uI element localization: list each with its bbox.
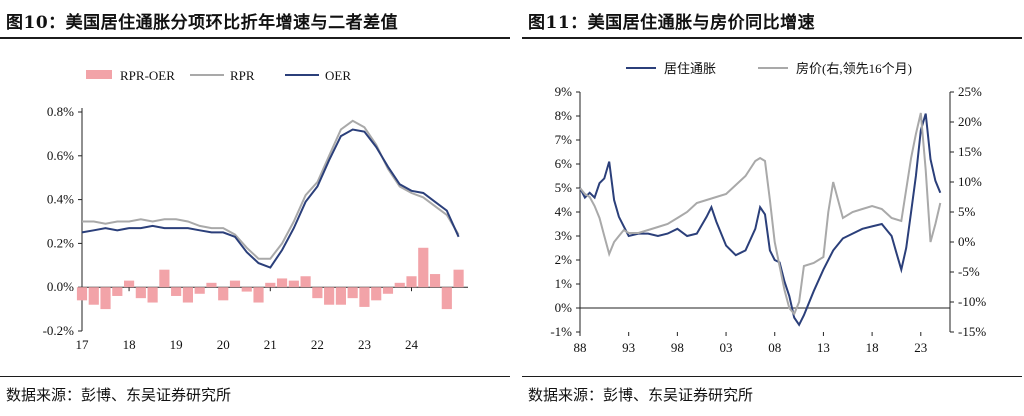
chart-panel-right: 图11：美国居住通胀与房价同比增速 居住通胀 房价(右,领先16个月) -1% 0% 1…	[522, 0, 1024, 416]
diff-bar	[218, 287, 229, 301]
diff-bar	[241, 287, 252, 292]
diff-bar	[88, 287, 99, 305]
y-tick-label: 0.2%	[47, 235, 74, 250]
y-tick-label: 0.6%	[47, 148, 74, 163]
x-tick-label: 17	[76, 337, 90, 352]
x-tick-label: 03	[720, 340, 733, 355]
title-rule	[0, 37, 510, 39]
x-tick-label: 98	[671, 340, 684, 355]
x-tick-label: 21	[264, 337, 277, 352]
y-left-tick-label: 8%	[555, 108, 573, 123]
y-right-tick-label: -10%	[958, 294, 986, 309]
title-rule	[522, 37, 1022, 39]
y-tick-label: 0.4%	[47, 192, 74, 207]
diff-bar	[253, 287, 264, 303]
diff-bar	[324, 287, 335, 305]
y-left-tick-label: 6%	[555, 156, 573, 171]
diff-bar	[206, 282, 217, 288]
diff-bar	[347, 287, 358, 299]
y-right-tick-label: 5%	[958, 204, 976, 219]
diff-bar	[229, 280, 241, 288]
y-left-tick-label: 4%	[555, 204, 573, 219]
diff-bar	[123, 280, 135, 288]
y-right-tick-label: 15%	[958, 144, 982, 159]
x-tick-label: 23	[914, 340, 927, 355]
series-line-rpr	[82, 119, 460, 260]
diff-bar	[194, 287, 205, 294]
x-tick-label: 93	[622, 340, 635, 355]
diff-bar	[429, 274, 441, 288]
y-right-tick-label: 10%	[958, 174, 982, 189]
y-left-tick-label: 5%	[555, 180, 573, 195]
y-left-tick-label: 2%	[555, 252, 573, 267]
legend-label: OER	[325, 68, 351, 83]
legend-label: RPR-OER	[120, 68, 175, 83]
diff-bar	[406, 276, 417, 288]
x-tick-label: 20	[217, 337, 230, 352]
x-tick-label: 08	[768, 340, 781, 355]
x-tick-label: 18	[123, 337, 136, 352]
x-tick-label: 19	[170, 337, 183, 352]
diff-bar	[359, 287, 370, 307]
chart-left: RPR-OER RPR OER -0.2% 0.0% 0.2% 0.4% 0.6% 0.8% 17…	[43, 68, 468, 352]
diff-bar	[112, 287, 123, 296]
y-left-tick-label: 7%	[555, 132, 573, 147]
y-tick-label: -0.2%	[43, 323, 75, 338]
y-left-tick-label: -1%	[550, 324, 572, 339]
footer-rule	[522, 376, 1022, 377]
series-line-shelter-inflation	[579, 113, 942, 327]
y-left-tick-label: 1%	[555, 276, 573, 291]
diff-bar	[418, 247, 429, 288]
diff-bar	[171, 287, 182, 296]
diff-bar	[182, 287, 194, 303]
x-tick-label: 24	[405, 337, 419, 352]
diff-bar	[288, 280, 299, 288]
y-right-tick-label: 20%	[958, 114, 982, 129]
legend-swatch-0	[86, 70, 112, 79]
chart-title: 图10：美国居住通胀分项环比折年增速与二者差值	[6, 13, 399, 33]
x-tick-label: 18	[866, 340, 879, 355]
diff-bar	[312, 287, 323, 299]
x-tick-label: 88	[574, 340, 587, 355]
diff-bar	[100, 287, 111, 310]
y-right-tick-label: 25%	[958, 84, 982, 99]
diff-bar	[135, 287, 146, 299]
diff-bar	[159, 269, 170, 288]
diff-bar	[276, 278, 288, 288]
legend-label: 房价(右,领先16个月)	[796, 61, 912, 76]
diff-bar	[453, 269, 464, 288]
y-left-tick-label: 0%	[555, 300, 573, 315]
diff-bar	[371, 287, 382, 301]
diff-bar	[394, 282, 405, 288]
diff-bar	[441, 287, 452, 310]
y-left-tick-label: 9%	[555, 84, 573, 99]
y-tick-label: 0.0%	[47, 279, 74, 294]
y-right-tick-label: -15%	[958, 324, 986, 339]
series-line-oer	[81, 128, 460, 269]
y-right-tick-label: -5%	[958, 264, 980, 279]
diff-bar	[382, 287, 394, 294]
diff-bar	[76, 287, 88, 301]
x-tick-label: 13	[817, 340, 830, 355]
chart-right: 居住通胀 房价(右,领先16个月) -1% 0% 1% 2% 3% 4% 5% 6% 7% 8% 9% -…	[550, 61, 986, 355]
y-right-tick-label: 0%	[958, 234, 976, 249]
legend-label: RPR	[230, 68, 255, 83]
y-left-tick-label: 3%	[555, 228, 573, 243]
chart-title: 图11：美国居住通胀与房价同比增速	[528, 13, 816, 33]
legend-label: 居住通胀	[664, 61, 716, 76]
x-tick-label: 22	[311, 337, 324, 352]
diff-bar	[147, 287, 158, 303]
x-tick-label: 23	[358, 337, 371, 352]
footer-rule	[0, 376, 510, 377]
source-note: 数据来源：彭博、东吴证券研究所	[528, 386, 754, 404]
diff-bar	[300, 276, 311, 288]
source-note: 数据来源：彭博、东吴证券研究所	[6, 386, 232, 404]
diff-bar	[265, 282, 276, 288]
diff-bar	[335, 287, 346, 305]
chart-panel-left: 图10：美国居住通胀分项环比折年增速与二者差值 RPR-OER RPR OER -0.…	[0, 0, 510, 416]
series-line-house-price	[579, 112, 942, 316]
y-tick-label: 0.8%	[47, 104, 74, 119]
